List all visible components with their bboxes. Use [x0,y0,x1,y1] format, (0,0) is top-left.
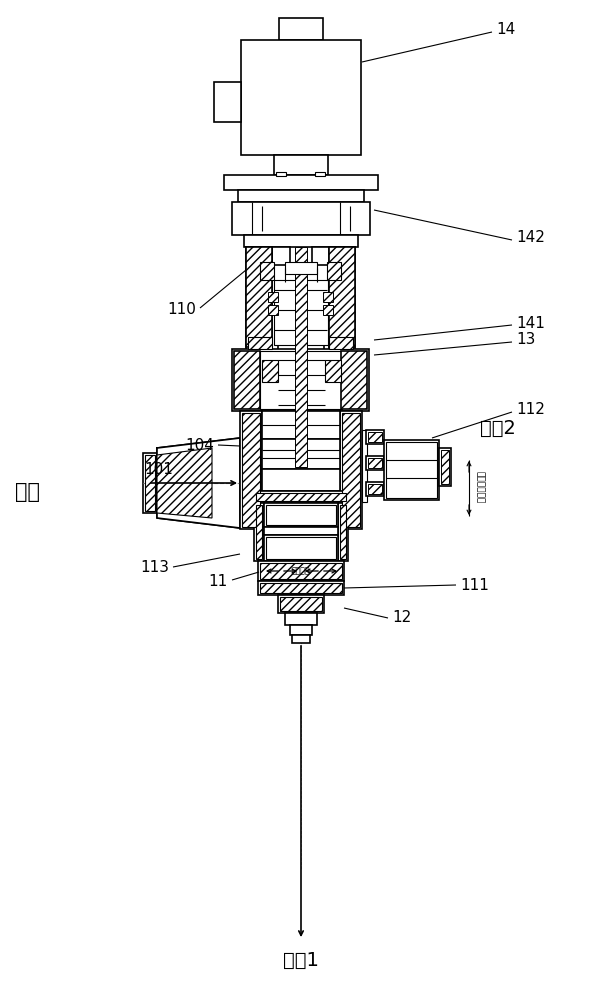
Bar [366,430,384,444]
Text: 111: 111 [460,578,489,592]
Bar [224,175,378,190]
Bar [254,491,348,503]
Bar [260,563,342,579]
Bar [386,442,437,498]
Bar [246,247,272,347]
Bar [323,305,333,315]
Bar [242,355,248,363]
Bar [280,597,322,611]
Bar [260,583,342,593]
Bar [260,262,274,280]
Bar [329,247,355,352]
Bar [258,561,344,581]
Bar [329,247,355,347]
Bar [276,172,286,176]
Bar [264,503,338,527]
Bar [341,351,367,409]
Text: 出水2: 出水2 [480,418,516,438]
Bar [266,505,336,525]
Bar [232,349,369,411]
Text: 101: 101 [144,462,173,477]
Text: 113: 113 [140,560,169,576]
Bar [384,440,439,500]
Text: 14: 14 [496,22,515,37]
Bar [278,595,324,613]
Bar [241,40,361,155]
Bar [268,292,278,302]
Bar [441,450,449,484]
Polygon shape [157,448,212,518]
Text: 11: 11 [209,574,228,588]
Bar [354,355,360,363]
Bar [366,456,384,470]
Bar [340,411,362,529]
Bar [262,469,340,491]
Bar [340,505,346,559]
Bar [232,202,370,235]
Bar [285,613,317,625]
Bar [268,305,278,315]
Bar [145,455,155,511]
Text: 13: 13 [516,332,535,348]
Bar [238,190,364,202]
Text: 141: 141 [516,316,545,330]
Bar [248,337,272,349]
Bar [338,503,348,561]
Text: 110: 110 [167,302,196,318]
Bar [342,413,360,527]
Bar [362,430,367,502]
Bar [312,247,330,265]
Bar [274,155,328,175]
Bar [272,247,290,265]
Bar [439,448,451,486]
Bar [292,635,310,643]
Bar [214,82,241,122]
Bar [290,625,312,635]
Text: 142: 142 [516,231,545,245]
Bar [315,172,325,176]
Bar [264,527,338,535]
Bar [258,581,344,595]
Bar [262,360,278,382]
Bar [366,482,384,496]
Bar [264,535,338,561]
Text: 进水: 进水 [15,482,40,502]
Bar [368,458,382,468]
Bar [256,505,262,559]
Bar [262,439,340,469]
Bar [234,351,260,409]
Bar [254,503,264,561]
Bar [368,432,382,442]
Bar [240,411,262,529]
Bar [266,537,336,559]
Bar [323,292,333,302]
Bar [256,493,346,501]
Text: 阀芯滑动方向: 阀芯滑动方向 [475,471,484,503]
Text: 出水1: 出水1 [283,950,319,970]
Bar [246,247,272,352]
Bar [329,337,353,349]
Bar [244,235,358,247]
Bar [260,351,342,409]
Bar [368,484,382,494]
Bar [262,411,340,439]
Text: 12: 12 [392,610,411,626]
Polygon shape [157,438,240,528]
Bar [285,262,317,274]
Bar [295,247,307,467]
Bar [325,360,341,382]
Bar [279,18,323,40]
Bar [242,413,260,527]
Text: 水压方向: 水压方向 [292,566,311,576]
Text: 112: 112 [516,402,545,418]
Bar [274,280,328,345]
Bar [143,453,157,513]
Text: 104: 104 [185,438,214,452]
Bar [327,262,341,280]
